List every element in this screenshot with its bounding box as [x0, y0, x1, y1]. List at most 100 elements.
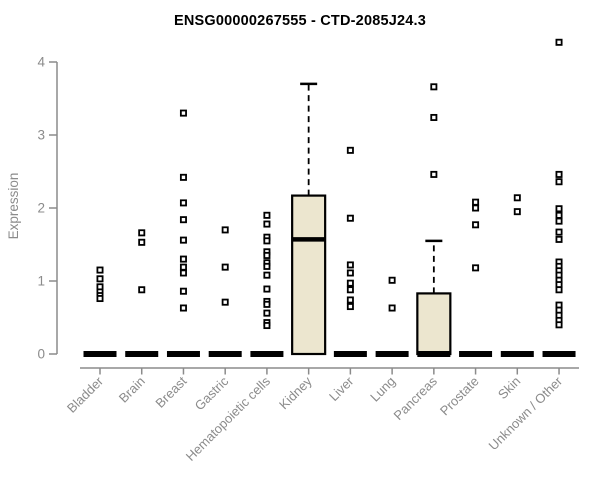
data-point	[179, 304, 187, 312]
y-tick-label: 3	[37, 128, 45, 143]
data-point	[263, 211, 271, 219]
category-boxplot-breast	[166, 109, 200, 357]
category-boxplot-hematopoietic-cells	[250, 211, 284, 357]
collapsed-box-bar	[208, 351, 242, 357]
y-tick-label: 4	[37, 55, 45, 70]
category-boxplot-lung	[375, 276, 409, 357]
chart-title: ENSG00000267555 - CTD-2085J24.3	[173, 13, 427, 29]
x-tick-label: Gastric	[192, 373, 232, 413]
data-point	[263, 237, 271, 245]
data-point	[555, 235, 563, 243]
category-boxplot-bladder	[83, 266, 117, 357]
data-point	[179, 216, 187, 224]
data-point	[388, 304, 396, 312]
data-point	[263, 309, 271, 317]
data-point	[346, 269, 354, 277]
data-point	[555, 178, 563, 186]
category-boxplot-brain	[125, 229, 159, 357]
data-point	[179, 255, 187, 263]
data-point	[179, 269, 187, 277]
data-point	[179, 263, 187, 271]
collapsed-box-bar	[459, 351, 493, 357]
y-tick-label: 2	[37, 201, 45, 216]
x-tick-label: Pancreas	[391, 373, 441, 423]
data-point	[96, 275, 104, 283]
data-point	[138, 229, 146, 237]
category-boxplot-unknown-other	[542, 38, 576, 357]
data-point	[430, 170, 438, 178]
data-point	[555, 228, 563, 236]
data-point	[263, 220, 271, 228]
x-tick-label: Unknown / Other	[486, 373, 566, 453]
y-tick-label: 0	[37, 347, 45, 362]
data-point	[513, 208, 521, 216]
data-point	[179, 236, 187, 244]
data-point	[138, 286, 146, 294]
collapsed-box-bar	[83, 351, 117, 357]
x-tick-label: Kidney	[276, 373, 315, 412]
category-boxplot-kidney	[291, 82, 327, 356]
data-point	[263, 262, 271, 270]
data-point	[96, 295, 104, 303]
category-boxplot-skin	[500, 194, 534, 357]
x-tick-label: Liver	[326, 373, 357, 404]
x-tick-label: Brain	[116, 374, 148, 406]
data-point	[555, 38, 563, 46]
data-point	[430, 113, 438, 121]
data-point	[179, 109, 187, 117]
x-tick-label: Lung	[367, 374, 398, 405]
data-point	[388, 276, 396, 284]
box	[416, 292, 452, 356]
category-boxplot-prostate	[459, 198, 493, 357]
x-tick-label: Bladder	[64, 373, 107, 416]
x-tick-label: Skin	[495, 374, 523, 402]
data-point	[555, 286, 563, 294]
data-point	[263, 285, 271, 293]
box	[291, 194, 327, 356]
category-boxplot-pancreas	[416, 83, 452, 357]
collapsed-box-bar	[333, 351, 367, 357]
data-point	[263, 322, 271, 330]
collapsed-box-bar	[125, 351, 159, 357]
data-point	[179, 173, 187, 181]
data-point	[96, 266, 104, 274]
collapsed-box-bar	[250, 351, 284, 357]
data-point	[555, 321, 563, 329]
data-point	[555, 205, 563, 213]
category-boxplot-gastric	[208, 226, 242, 357]
y-tick-label: 1	[37, 274, 45, 289]
x-tick-label: Breast	[152, 373, 189, 410]
data-point	[430, 83, 438, 91]
collapsed-box-bar	[166, 351, 200, 357]
data-point	[346, 146, 354, 154]
median-bar	[417, 351, 451, 357]
data-point	[221, 298, 229, 306]
data-point	[221, 226, 229, 234]
data-point	[513, 194, 521, 202]
collapsed-box-bar	[542, 351, 576, 357]
data-point	[555, 170, 563, 178]
data-point	[263, 300, 271, 308]
data-point	[221, 263, 229, 271]
data-point	[555, 211, 563, 219]
data-point	[472, 264, 480, 272]
data-point	[472, 221, 480, 229]
data-point	[346, 303, 354, 311]
data-point	[472, 198, 480, 206]
data-point	[179, 199, 187, 207]
data-point	[263, 251, 271, 259]
data-point	[138, 238, 146, 246]
x-tick-label: Prostate	[437, 374, 482, 419]
data-point	[346, 261, 354, 269]
data-point	[346, 279, 354, 287]
data-point	[346, 286, 354, 294]
collapsed-box-bar	[375, 351, 409, 357]
data-point	[263, 271, 271, 279]
data-point	[472, 204, 480, 212]
category-boxplot-liver	[333, 146, 367, 357]
data-point	[346, 214, 354, 222]
data-point	[555, 217, 563, 225]
collapsed-box-bar	[500, 351, 534, 357]
